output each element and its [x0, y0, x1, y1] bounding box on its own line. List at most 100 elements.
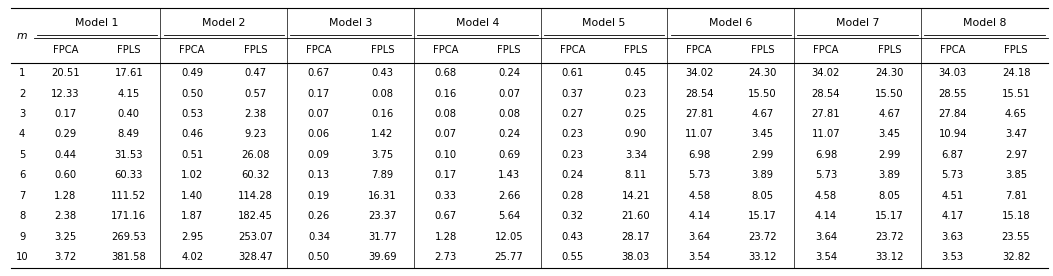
Text: FPLS: FPLS [1005, 46, 1028, 55]
Text: 9: 9 [19, 232, 25, 242]
Text: 15.51: 15.51 [1001, 89, 1031, 99]
Text: 31.53: 31.53 [115, 150, 143, 160]
Text: 3.72: 3.72 [55, 253, 77, 262]
Text: FPCA: FPCA [179, 46, 205, 55]
Text: 0.07: 0.07 [307, 109, 330, 119]
Text: 1.43: 1.43 [498, 171, 520, 181]
Text: 3: 3 [19, 109, 25, 119]
Text: 23.72: 23.72 [749, 232, 777, 242]
Text: 0.23: 0.23 [561, 150, 583, 160]
Text: 0.23: 0.23 [624, 89, 647, 99]
Text: 328.47: 328.47 [238, 253, 273, 262]
Text: 3.64: 3.64 [815, 232, 837, 242]
Text: FPCA: FPCA [53, 46, 78, 55]
Text: FPCA: FPCA [940, 46, 966, 55]
Text: FPLS: FPLS [117, 46, 140, 55]
Text: 0.67: 0.67 [435, 211, 457, 221]
Text: 27.81: 27.81 [812, 109, 840, 119]
Text: 8.05: 8.05 [752, 191, 774, 201]
Text: 11.07: 11.07 [684, 129, 714, 139]
Text: 0.09: 0.09 [307, 150, 330, 160]
Text: 0.55: 0.55 [561, 253, 583, 262]
Text: 3.63: 3.63 [941, 232, 963, 242]
Text: 0.44: 0.44 [55, 150, 77, 160]
Text: 1.40: 1.40 [181, 191, 203, 201]
Text: 4.17: 4.17 [941, 211, 963, 221]
Text: 0.50: 0.50 [307, 253, 330, 262]
Text: 3.64: 3.64 [688, 232, 710, 242]
Text: 0.27: 0.27 [561, 109, 583, 119]
Text: 20.51: 20.51 [52, 68, 80, 78]
Text: 8: 8 [19, 211, 25, 221]
Text: 0.51: 0.51 [181, 150, 203, 160]
Text: 0.43: 0.43 [561, 232, 583, 242]
Text: 0.61: 0.61 [561, 68, 583, 78]
Text: 0.10: 0.10 [435, 150, 457, 160]
Text: 5.73: 5.73 [688, 171, 711, 181]
Text: 12.05: 12.05 [495, 232, 523, 242]
Text: 60.32: 60.32 [241, 171, 270, 181]
Text: 0.25: 0.25 [624, 109, 647, 119]
Text: 15.50: 15.50 [749, 89, 777, 99]
Text: 31.77: 31.77 [367, 232, 397, 242]
Text: 0.68: 0.68 [435, 68, 457, 78]
Text: 25.77: 25.77 [495, 253, 523, 262]
Text: FPLS: FPLS [751, 46, 774, 55]
Text: 0.26: 0.26 [307, 211, 330, 221]
Text: 2.38: 2.38 [55, 211, 77, 221]
Text: Model 1: Model 1 [76, 18, 119, 28]
Text: 2.99: 2.99 [752, 150, 774, 160]
Text: 8.11: 8.11 [624, 171, 647, 181]
Text: FPLS: FPLS [624, 46, 648, 55]
Text: 0.08: 0.08 [372, 89, 393, 99]
Text: 4.67: 4.67 [752, 109, 774, 119]
Text: 111.52: 111.52 [112, 191, 146, 201]
Text: 7.89: 7.89 [371, 171, 394, 181]
Text: 26.08: 26.08 [241, 150, 270, 160]
Text: 114.28: 114.28 [238, 191, 273, 201]
Text: 33.12: 33.12 [875, 253, 903, 262]
Text: 182.45: 182.45 [238, 211, 273, 221]
Text: 3.53: 3.53 [941, 253, 963, 262]
Text: 0.24: 0.24 [498, 129, 520, 139]
Text: 0.24: 0.24 [498, 68, 520, 78]
Text: 0.67: 0.67 [307, 68, 330, 78]
Text: 1.87: 1.87 [181, 211, 203, 221]
Text: 3.25: 3.25 [55, 232, 77, 242]
Text: 2.73: 2.73 [435, 253, 457, 262]
Text: 0.34: 0.34 [307, 232, 330, 242]
Text: 7.81: 7.81 [1005, 191, 1027, 201]
Text: 2.38: 2.38 [244, 109, 266, 119]
Text: 3.89: 3.89 [752, 171, 774, 181]
Text: 2.97: 2.97 [1005, 150, 1028, 160]
Text: 4.02: 4.02 [181, 253, 203, 262]
Text: 0.16: 0.16 [435, 89, 457, 99]
Text: 15.18: 15.18 [1001, 211, 1030, 221]
Text: 0.08: 0.08 [435, 109, 457, 119]
Text: 3.85: 3.85 [1005, 171, 1027, 181]
Text: 2.66: 2.66 [498, 191, 520, 201]
Text: 10.94: 10.94 [938, 129, 967, 139]
Text: 0.07: 0.07 [435, 129, 457, 139]
Text: 17.61: 17.61 [115, 68, 143, 78]
Text: 0.33: 0.33 [435, 191, 457, 201]
Text: 1.28: 1.28 [55, 191, 77, 201]
Text: 33.12: 33.12 [749, 253, 777, 262]
Text: 0.28: 0.28 [561, 191, 583, 201]
Text: 8.05: 8.05 [878, 191, 900, 201]
Text: 28.54: 28.54 [812, 89, 840, 99]
Text: 2.99: 2.99 [878, 150, 900, 160]
Text: 28.55: 28.55 [938, 89, 967, 99]
Text: 4.65: 4.65 [1005, 109, 1027, 119]
Text: 0.17: 0.17 [307, 89, 330, 99]
Text: 3.47: 3.47 [1005, 129, 1027, 139]
Text: 0.69: 0.69 [498, 150, 520, 160]
Text: 4.51: 4.51 [941, 191, 963, 201]
Text: 23.72: 23.72 [875, 232, 903, 242]
Text: 8.49: 8.49 [118, 129, 140, 139]
Text: 23.37: 23.37 [367, 211, 397, 221]
Text: 0.49: 0.49 [181, 68, 203, 78]
Text: 0.16: 0.16 [371, 109, 394, 119]
Text: 3.34: 3.34 [624, 150, 647, 160]
Text: 0.60: 0.60 [55, 171, 77, 181]
